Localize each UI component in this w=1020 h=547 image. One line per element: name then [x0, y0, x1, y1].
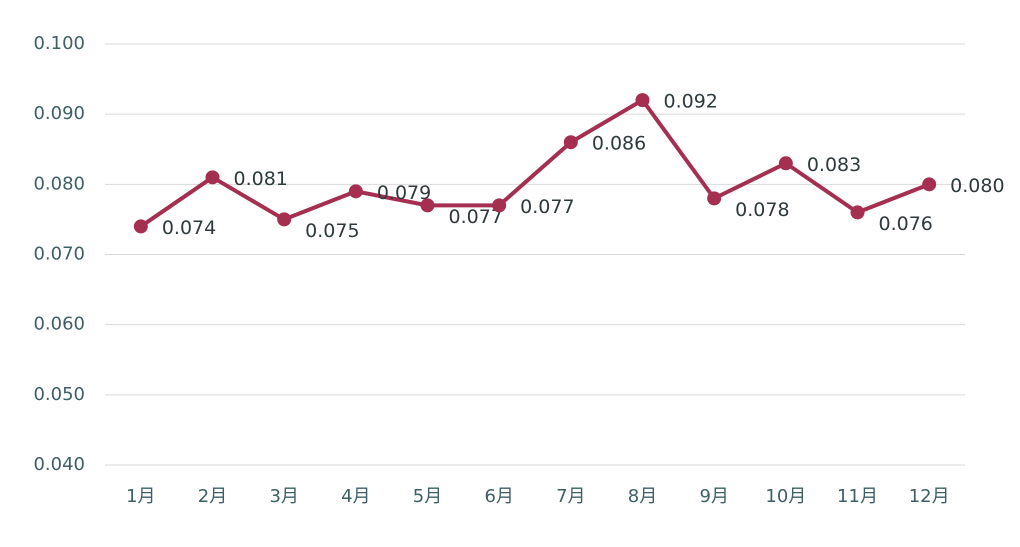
point	[277, 212, 292, 227]
x-tick-label: 6月	[484, 486, 513, 507]
data-label: 0.074	[162, 217, 216, 239]
point	[563, 135, 578, 150]
y-tick-label: 0.070	[33, 244, 85, 265]
y-tick-label: 0.100	[33, 33, 85, 54]
x-tick-label: 7月	[556, 486, 585, 507]
x-tick-label: 3月	[269, 486, 298, 507]
y-tick-label: 0.050	[33, 384, 85, 405]
point	[707, 191, 722, 206]
x-tick-label: 9月	[699, 486, 728, 507]
point	[133, 219, 148, 234]
data-label: 0.080	[950, 175, 1004, 197]
data-label: 0.075	[305, 220, 359, 242]
x-tick-label: 1月	[126, 486, 155, 507]
point	[635, 93, 650, 108]
point	[348, 184, 363, 199]
line	[139, 98, 930, 229]
x-tick-label: 2月	[198, 486, 227, 507]
point	[420, 198, 435, 213]
point	[205, 170, 220, 185]
data-label: 0.083	[807, 154, 861, 176]
x-tick-label: 12月	[909, 486, 950, 507]
point	[922, 177, 937, 192]
y-tick-label: 0.090	[33, 103, 85, 124]
x-tick-label: 5月	[413, 486, 442, 507]
data-label: 0.078	[735, 199, 789, 221]
y-tick-label: 0.060	[33, 314, 85, 335]
y-tick-label: 0.080	[33, 173, 85, 194]
data-label: 0.086	[592, 133, 646, 155]
data-label: 0.076	[879, 213, 933, 235]
y-tick-label: 0.040	[33, 454, 85, 475]
x-tick-label: 4月	[341, 486, 370, 507]
data-label: 0.079	[377, 182, 431, 204]
point	[492, 198, 507, 213]
data-label: 0.077	[449, 206, 503, 228]
point	[778, 156, 793, 171]
data-label: 0.092	[664, 91, 718, 113]
point	[850, 205, 865, 220]
x-tick-label: 10月	[765, 486, 806, 507]
data-label: 0.077	[520, 196, 574, 218]
x-tick-label: 11月	[837, 486, 878, 507]
data-label: 0.081	[234, 168, 288, 190]
x-tick-label: 8月	[628, 486, 657, 507]
